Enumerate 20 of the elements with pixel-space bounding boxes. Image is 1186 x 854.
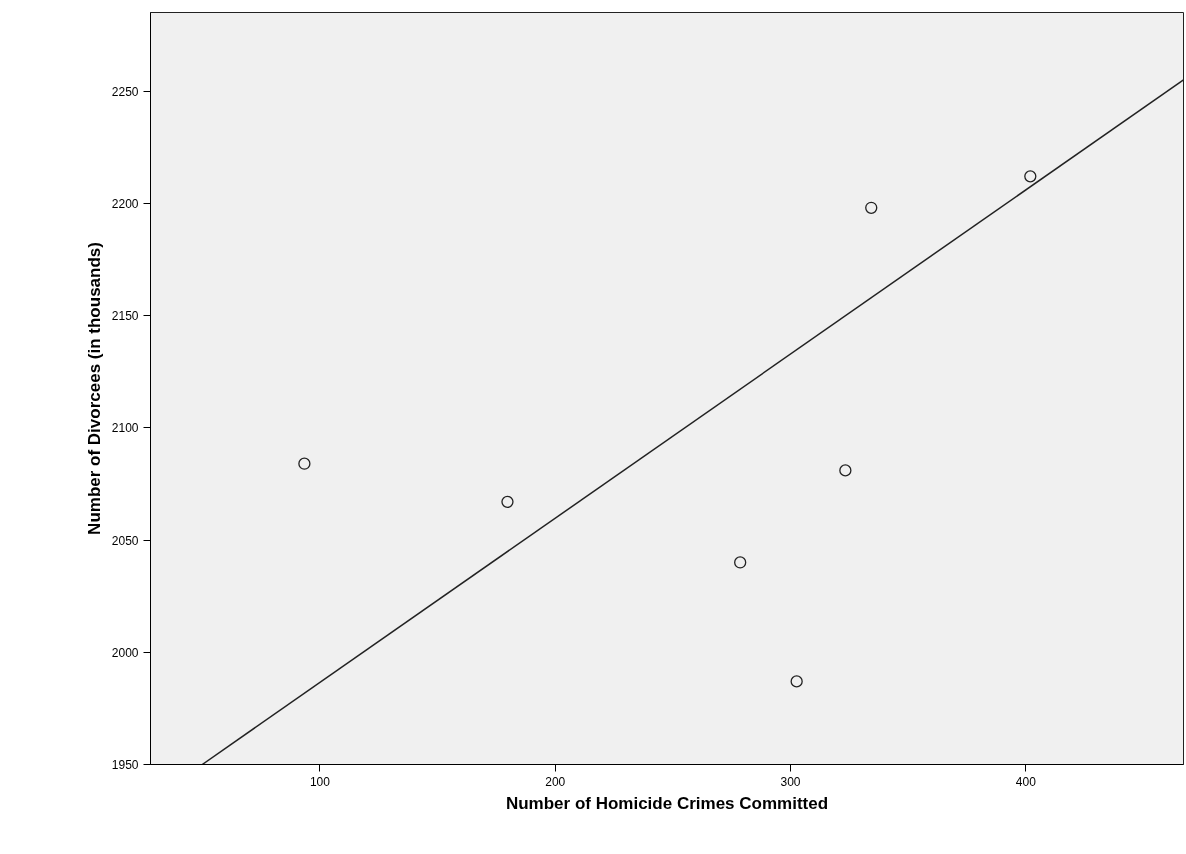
y-tick-label: 2000 (111, 645, 139, 660)
x-tick-label: 300 (780, 774, 801, 789)
point (839, 464, 852, 477)
point (501, 495, 514, 508)
x-tick-label: 100 (309, 774, 331, 789)
y-tick-label: 2250 (111, 84, 139, 99)
point (865, 201, 878, 214)
y-tick-label: 1950 (111, 758, 139, 772)
point (298, 457, 311, 470)
x-axis-title: Number of Homicide Crimes Committed (505, 793, 829, 813)
y-tick-label: 2100 (111, 421, 139, 436)
x-tick-label: 400 (1015, 774, 1037, 789)
y-tick-label: 2150 (111, 309, 139, 324)
point (1024, 170, 1037, 183)
point (734, 556, 747, 569)
y-axis-title: Number of Divorcees (in thousands) (84, 242, 104, 535)
y-tick-label: 2050 (111, 533, 139, 548)
point (790, 675, 803, 688)
y-tick-label: 2200 (111, 196, 139, 211)
x-tick-label: 200 (545, 774, 566, 789)
